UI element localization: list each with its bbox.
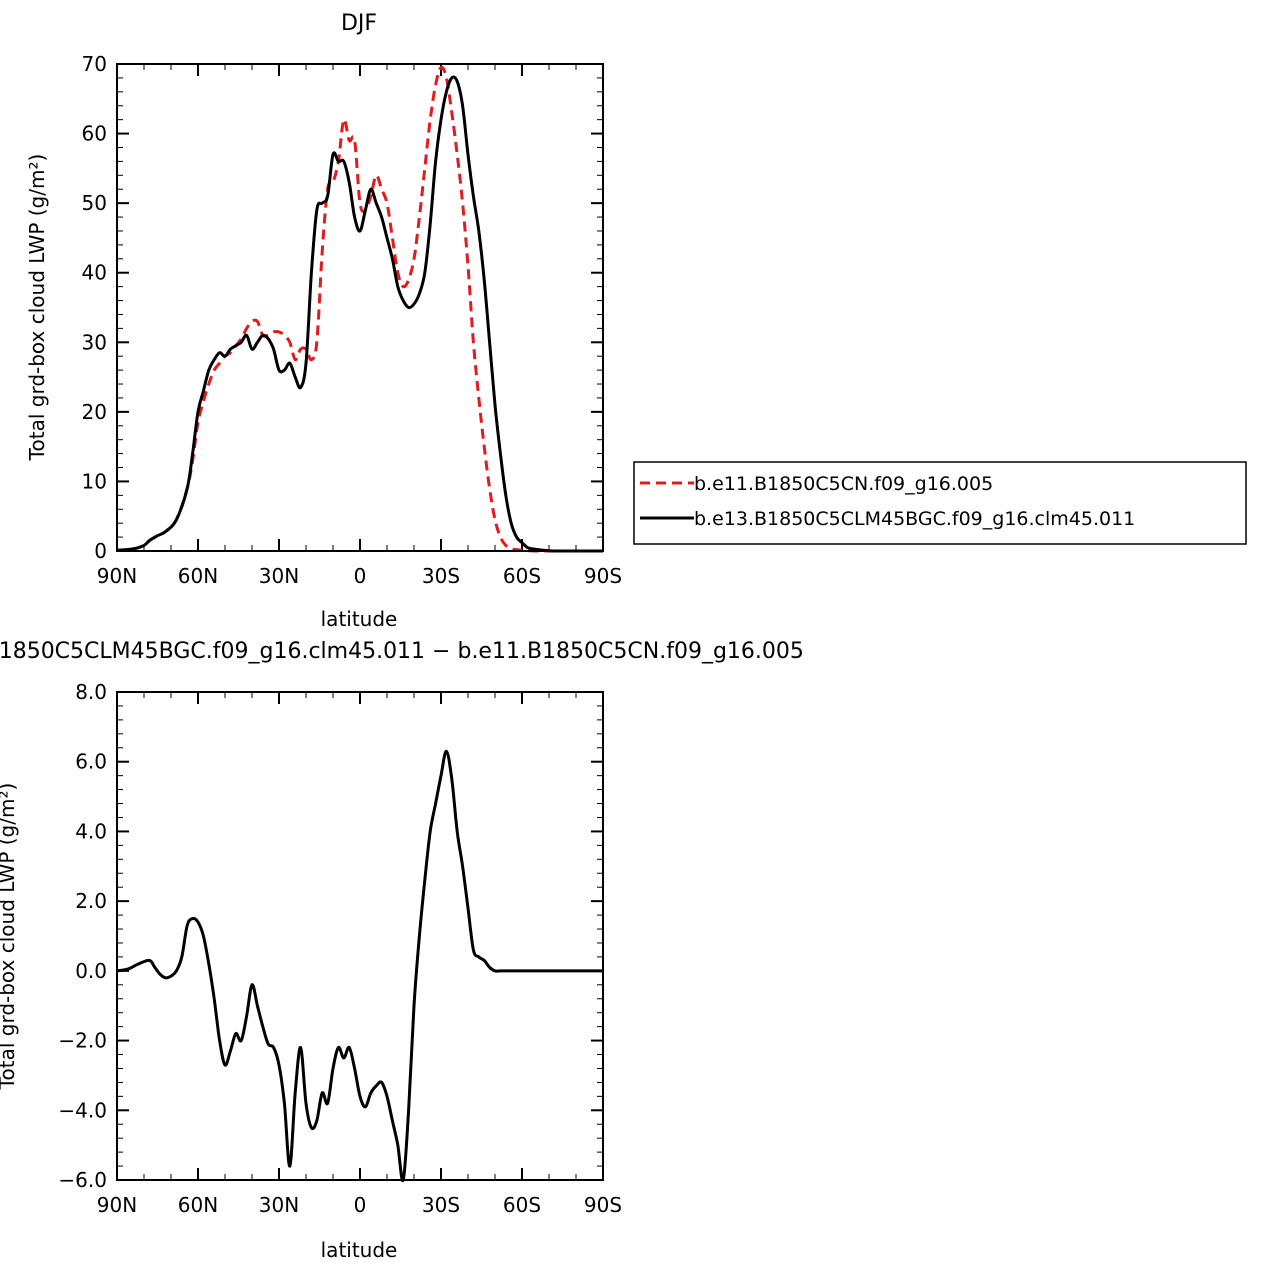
x-tick-label: 30N — [259, 564, 299, 588]
y-tick-label: 40 — [82, 261, 107, 285]
x-tick-label: 0 — [354, 1193, 367, 1217]
x-tick-label: 0 — [354, 564, 367, 588]
bottom-chart-title: b.e13.B1850C5CLM45BGC.f09_g16.clm45.011 … — [0, 639, 804, 664]
y-tick-label: −2.0 — [58, 1029, 107, 1053]
x-tick-label: 60N — [178, 1193, 218, 1217]
y-tick-label: −4.0 — [58, 1098, 107, 1122]
bottom-chart-ticks: 90N 60N 30N 0 30S 60S 90S −6.0 −4.0 −2.0 0.0 2.0 4.0… — [58, 680, 622, 1217]
series-line-1 — [116, 65, 603, 553]
x-tick-label: 90N — [97, 564, 137, 588]
y-tick-label: −6.0 — [58, 1168, 107, 1192]
legend-label-series-2: b.e13.B1850C5CLM45BGC.f09_g16.clm45.011 — [694, 508, 1135, 530]
y-tick-label: 6.0 — [75, 750, 107, 774]
top-chart-xlabel: latitude — [321, 607, 398, 631]
x-tick-label: 30N — [259, 1193, 299, 1217]
top-chart: DJF 90N 60N 30N 0 30S 60S 90S 0 10 20 30 40 50 60 70 l… — [25, 11, 1247, 631]
y-tick-label: 30 — [82, 330, 107, 354]
bottom-chart-xlabel: latitude — [321, 1238, 398, 1262]
y-tick-label: 10 — [82, 469, 107, 493]
x-tick-label: 90S — [584, 564, 622, 588]
y-tick-label: 2.0 — [75, 889, 107, 913]
top-chart-series — [116, 65, 603, 553]
bottom-chart: b.e13.B1850C5CLM45BGC.f09_g16.clm45.011 … — [0, 639, 804, 1262]
x-tick-label: 60N — [178, 564, 218, 588]
series-line-2 — [116, 75, 603, 553]
y-tick-label: 20 — [82, 400, 107, 424]
bottom-chart-ylabel: Total grd-box cloud LWP (g/m²) — [0, 783, 19, 1091]
y-tick-label: 60 — [82, 122, 107, 146]
y-tick-label: 0.0 — [75, 959, 107, 983]
x-tick-label: 30S — [422, 1193, 460, 1217]
top-chart-frame — [116, 63, 604, 552]
y-tick-label: 0 — [94, 539, 107, 563]
x-tick-label: 60S — [503, 1193, 541, 1217]
top-chart-ticks: 90N 60N 30N 0 30S 60S 90S 0 10 20 30 40 50 60 70 — [82, 52, 623, 588]
x-tick-label: 90N — [97, 1193, 137, 1217]
x-tick-label: 30S — [422, 564, 460, 588]
x-tick-label: 60S — [503, 564, 541, 588]
y-tick-label: 50 — [82, 191, 107, 215]
bottom-chart-series — [116, 749, 603, 1183]
legend-label-series-1: b.e11.B1850C5CN.f09_g16.005 — [694, 473, 993, 495]
legend: b.e11.B1850C5CN.f09_g16.005 b.e13.B1850C… — [633, 461, 1247, 545]
top-chart-ylabel: Total grd-box cloud LWP (g/m²) — [25, 154, 49, 462]
x-tick-label: 90S — [584, 1193, 622, 1217]
series-line-1 — [116, 749, 603, 1183]
y-tick-label: 4.0 — [75, 819, 107, 843]
top-chart-title: DJF — [341, 11, 377, 36]
y-tick-label: 8.0 — [75, 680, 107, 704]
bottom-chart-frame — [116, 691, 604, 1181]
legend-box — [633, 461, 1247, 545]
y-tick-label: 70 — [82, 52, 107, 76]
